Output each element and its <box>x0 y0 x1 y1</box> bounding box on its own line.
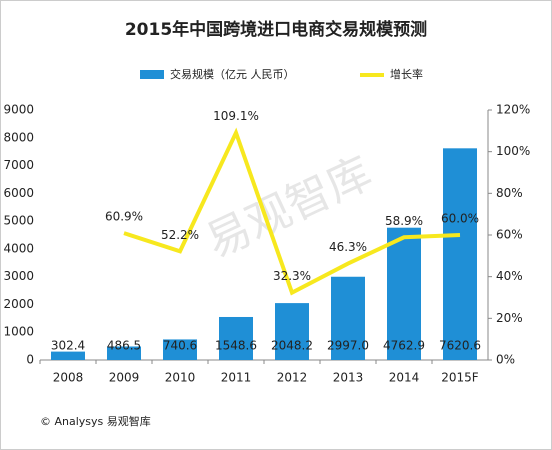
y-tick-label: 4000 <box>3 241 34 255</box>
x-tick-label: 2013 <box>333 371 364 385</box>
y-tick-label: 8000 <box>3 130 34 144</box>
bar <box>219 316 253 360</box>
bar-label: 740.6 <box>163 339 197 353</box>
x-tick-label: 2011 <box>221 371 252 385</box>
x-tick-label: 2010 <box>165 371 196 385</box>
legend-label: 增长率 <box>390 67 423 81</box>
bar <box>275 303 309 360</box>
bar-label: 2048.2 <box>271 339 313 353</box>
line <box>123 127 461 296</box>
x-tick-label: 2015F <box>441 371 479 385</box>
y-tick-label: 5000 <box>3 214 34 228</box>
legend-swatch <box>140 70 164 79</box>
y2-tick-label: 0% <box>496 353 515 367</box>
y2-tick-label: 80% <box>496 186 523 200</box>
x-tick-label: 2009 <box>109 371 140 385</box>
line-label: 46.3% <box>329 240 367 254</box>
line-label: 58.9% <box>385 214 423 228</box>
bar <box>443 148 477 360</box>
y2-tick-label: 60% <box>496 228 523 242</box>
chart-title: 2015年中国跨境进口电商交易规模预测 <box>125 19 427 40</box>
line-label: 32.3% <box>273 269 311 283</box>
source: © Analysys 易观智库 <box>40 414 151 428</box>
y-tick-label: 1000 <box>3 325 34 339</box>
line-label: 60.9% <box>105 210 143 224</box>
bar-label: 2997.0 <box>327 339 369 353</box>
y2-tick-label: 40% <box>496 269 523 283</box>
y2-tick-label: 100% <box>496 144 530 158</box>
y-tick-label: 7000 <box>3 158 34 172</box>
bar-label: 1548.6 <box>215 339 257 353</box>
bar-label: 486.5 <box>107 339 141 353</box>
y-tick-label: 3000 <box>3 269 34 283</box>
x-tick-label: 2012 <box>277 371 308 385</box>
bar <box>331 276 365 360</box>
bar <box>163 339 197 360</box>
y-tick-label: 0 <box>26 353 34 367</box>
y-tick-label: 2000 <box>3 297 34 311</box>
line-label: 60.0% <box>441 212 479 226</box>
bar <box>387 227 421 360</box>
bar-label: 302.4 <box>51 339 85 353</box>
bar-label: 7620.6 <box>439 339 481 353</box>
bar <box>107 346 141 360</box>
x-tick-label: 2014 <box>389 371 420 385</box>
y-tick-label: 6000 <box>3 186 34 200</box>
line-label: 109.1% <box>213 109 259 123</box>
y2-tick-label: 20% <box>496 311 523 325</box>
legend-label: 交易规模（亿元 人民币） <box>170 67 295 81</box>
y2-tick-label: 120% <box>496 103 530 117</box>
x-tick-label: 2008 <box>53 371 84 385</box>
bar-label: 4762.9 <box>383 339 425 353</box>
bar <box>51 351 85 360</box>
line-label: 52.2% <box>161 228 199 242</box>
y-tick-label: 9000 <box>3 103 34 117</box>
